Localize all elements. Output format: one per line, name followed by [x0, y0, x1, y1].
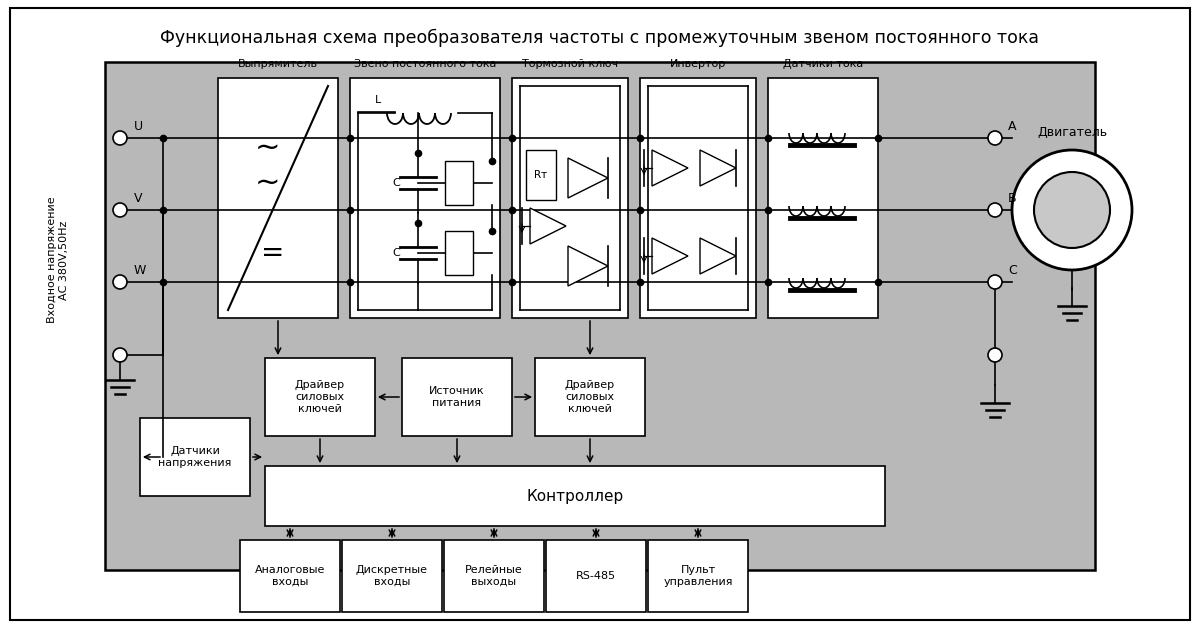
Bar: [445, 161, 473, 205]
Text: Пульт
управления: Пульт управления: [664, 565, 733, 587]
Bar: [140, 418, 250, 496]
Polygon shape: [568, 246, 608, 286]
Text: Датчики тока: Датчики тока: [782, 59, 863, 69]
Bar: [350, 78, 500, 318]
Text: Драйвер
силовых
ключей: Драйвер силовых ключей: [295, 381, 346, 414]
Text: ~: ~: [256, 168, 281, 197]
Text: Rт: Rт: [534, 170, 547, 180]
Bar: [526, 150, 556, 200]
Circle shape: [988, 131, 1002, 145]
Text: Входное напряжение
АС 380V,50Hz: Входное напряжение АС 380V,50Hz: [47, 197, 68, 323]
Circle shape: [113, 275, 127, 289]
Text: Источник
питания: Источник питания: [430, 386, 485, 408]
Text: Контроллер: Контроллер: [527, 488, 624, 503]
Text: Выпрямитель: Выпрямитель: [238, 59, 318, 69]
Bar: [265, 466, 886, 526]
Bar: [445, 231, 473, 275]
Bar: [535, 358, 646, 436]
Text: =: =: [262, 239, 284, 267]
Circle shape: [1012, 150, 1132, 270]
Bar: [512, 78, 628, 318]
Text: RS-485: RS-485: [576, 571, 616, 581]
Text: W: W: [134, 263, 146, 277]
Bar: [768, 78, 878, 318]
Text: Функциональная схема преобразователя частоты с промежуточным звеном постоянного : Функциональная схема преобразователя час…: [161, 29, 1039, 47]
Polygon shape: [568, 158, 608, 198]
Circle shape: [113, 203, 127, 217]
Text: L: L: [374, 95, 382, 105]
Bar: [444, 540, 544, 612]
Text: Звено постоянного тока: Звено постоянного тока: [354, 59, 496, 69]
Bar: [265, 358, 374, 436]
Text: Аналоговые
входы: Аналоговые входы: [254, 565, 325, 587]
Polygon shape: [652, 150, 688, 186]
Bar: [218, 78, 338, 318]
Circle shape: [988, 275, 1002, 289]
Polygon shape: [652, 238, 688, 274]
Bar: [402, 358, 512, 436]
Bar: [240, 540, 340, 612]
Bar: [648, 540, 748, 612]
Bar: [546, 540, 646, 612]
Bar: [342, 540, 442, 612]
Circle shape: [988, 203, 1002, 217]
Text: B: B: [1008, 192, 1016, 205]
Polygon shape: [700, 150, 736, 186]
Text: Датчики
напряжения: Датчики напряжения: [158, 446, 232, 468]
Text: Дискретные
входы: Дискретные входы: [356, 565, 428, 587]
Circle shape: [988, 348, 1002, 362]
Circle shape: [113, 131, 127, 145]
Text: Релейные
выходы: Релейные выходы: [466, 565, 523, 587]
Text: ~: ~: [256, 134, 281, 163]
Text: Драйвер
силовых
ключей: Драйвер силовых ключей: [565, 381, 616, 414]
Polygon shape: [700, 238, 736, 274]
Polygon shape: [530, 208, 566, 244]
Text: Тормозной ключ: Тормозной ключ: [522, 59, 618, 69]
Text: V: V: [134, 192, 143, 205]
Bar: [106, 62, 1096, 570]
Text: C: C: [1008, 263, 1016, 277]
Bar: [640, 78, 756, 318]
Text: Инвертор: Инвертор: [670, 59, 726, 69]
Text: C: C: [392, 248, 400, 258]
Text: U: U: [134, 120, 143, 132]
Circle shape: [1034, 172, 1110, 248]
Circle shape: [113, 348, 127, 362]
Text: Двигатель: Двигатель: [1037, 125, 1108, 139]
Text: C: C: [392, 178, 400, 188]
Text: A: A: [1008, 120, 1016, 132]
